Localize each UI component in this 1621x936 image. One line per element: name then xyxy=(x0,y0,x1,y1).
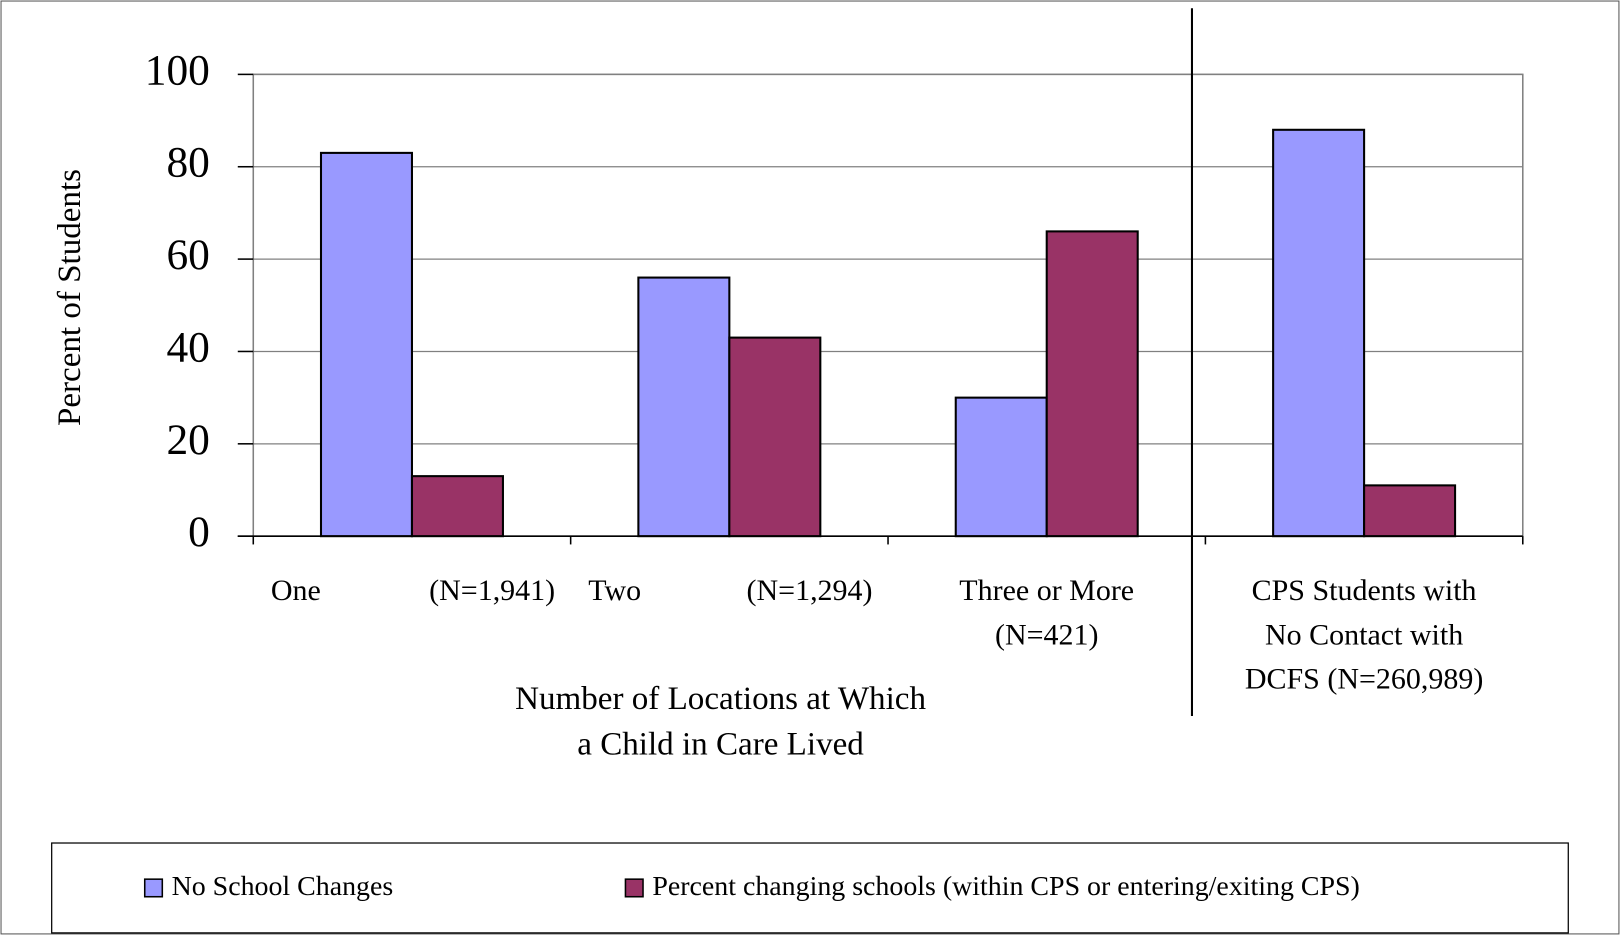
x-tick-label: DCFS (N=260,989) xyxy=(1245,663,1483,696)
bar xyxy=(1045,230,1139,538)
legend-label: No School Changes xyxy=(172,871,394,902)
bar xyxy=(1363,484,1457,538)
y-tick-label: 80 xyxy=(166,139,209,187)
bar xyxy=(1272,128,1366,538)
x-tick-label: (N=1,941) xyxy=(429,574,555,607)
bar xyxy=(954,396,1048,538)
legend xyxy=(51,842,1569,934)
legend-label: Percent changing schools (within CPS or … xyxy=(652,871,1360,902)
bar xyxy=(319,151,414,538)
y-tick-label: 40 xyxy=(166,323,209,371)
x-tick-label: No Contact with xyxy=(1265,618,1463,651)
x-tick-label: CPS Students with xyxy=(1252,574,1477,607)
y-tick-label: 20 xyxy=(166,416,209,464)
legend-swatch xyxy=(143,878,164,898)
x-tick-label: (N=421) xyxy=(995,618,1099,651)
x-tick-label: (N=1,294) xyxy=(747,574,873,607)
bar xyxy=(637,276,731,538)
x-tick-label: Two xyxy=(588,574,641,607)
bar xyxy=(728,336,822,538)
x-axis-label: Number of Locations at Which xyxy=(515,681,926,717)
x-tick-label: One xyxy=(271,574,321,607)
y-tick-label: 0 xyxy=(188,508,210,556)
y-tick-label: 60 xyxy=(166,231,209,279)
x-axis-label: a Child in Care Lived xyxy=(577,727,864,763)
legend-swatch xyxy=(624,878,644,898)
y-axis-label: Percent of Students xyxy=(52,169,88,426)
bar xyxy=(410,475,504,538)
x-tick-label: Three or More xyxy=(959,574,1134,607)
y-tick-label: 100 xyxy=(145,46,210,94)
